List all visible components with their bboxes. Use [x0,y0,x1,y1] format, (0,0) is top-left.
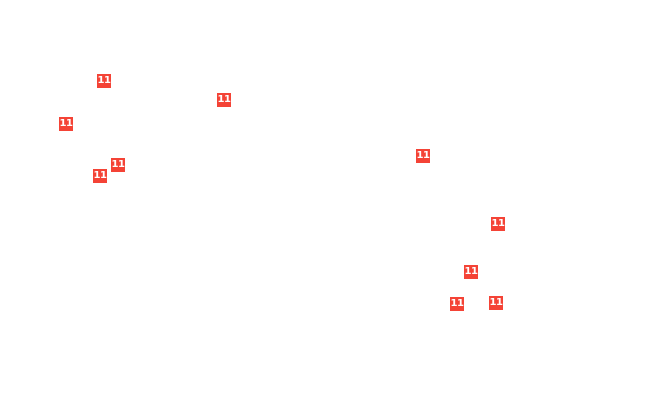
map-marker[interactable]: 11 [491,217,505,231]
map-marker[interactable]: 11 [489,296,503,310]
map-marker[interactable]: 11 [59,117,73,131]
map-marker[interactable]: 11 [464,265,478,279]
map-marker[interactable]: 11 [93,169,107,183]
map-marker[interactable]: 11 [97,74,111,88]
map-marker[interactable]: 11 [217,93,231,107]
map-marker[interactable]: 11 [450,297,464,311]
map-marker[interactable]: 11 [416,149,430,163]
map-marker[interactable]: 11 [111,158,125,172]
